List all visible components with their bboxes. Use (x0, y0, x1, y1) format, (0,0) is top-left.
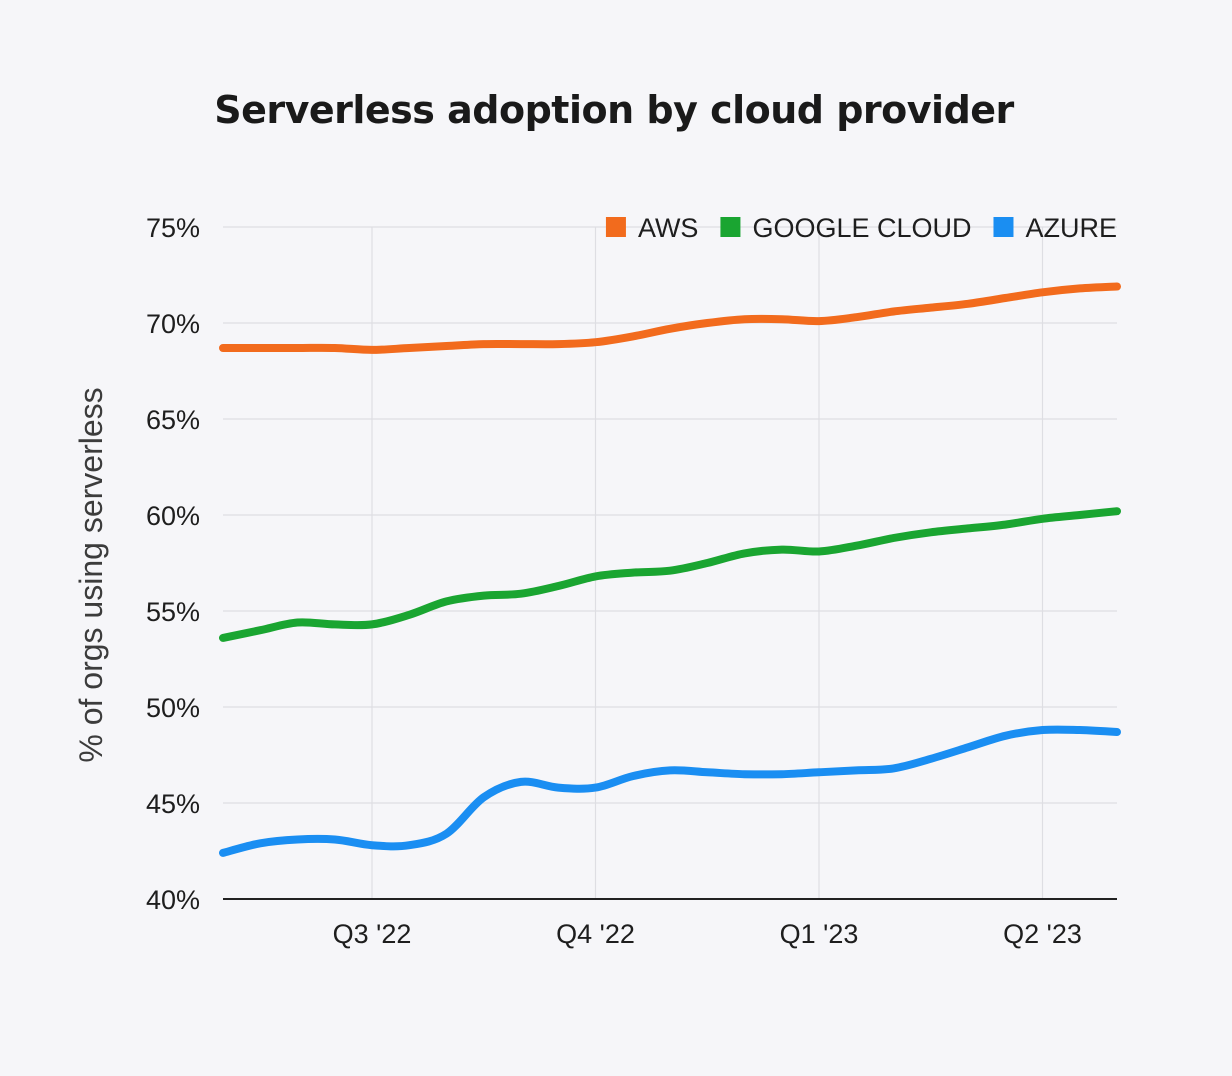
y-tick-label: 40% (146, 885, 200, 915)
series-line-google-cloud (219, 507, 1121, 642)
legend-label-aws: AWS (638, 213, 699, 243)
series-line-aws (219, 282, 1121, 354)
y-tick-label: 65% (146, 405, 200, 435)
y-tick-label: 50% (146, 693, 200, 723)
legend-swatch-azure (993, 217, 1014, 237)
x-tick-label: Q1 '23 (780, 919, 859, 949)
y-tick-label: 45% (146, 789, 200, 819)
legend-swatch-google-cloud (720, 217, 741, 237)
y-axis-label: % of orgs using serverless (73, 387, 109, 762)
x-tick-label: Q4 '22 (556, 919, 635, 949)
y-tick-label: 55% (146, 597, 200, 627)
series-line-azure (219, 725, 1121, 857)
x-tick-label: Q3 '22 (333, 919, 412, 949)
legend-label-google-cloud: GOOGLE CLOUD (752, 213, 971, 243)
x-tick-label: Q2 '23 (1003, 919, 1082, 949)
y-tick-label: 75% (146, 213, 200, 243)
y-tick-label: 70% (146, 309, 200, 339)
legend-swatch-aws (605, 217, 626, 237)
legend-label-azure: AZURE (1025, 213, 1117, 243)
chart-title: Serverless adoption by cloud provider (214, 88, 1014, 132)
y-tick-label: 60% (146, 501, 200, 531)
